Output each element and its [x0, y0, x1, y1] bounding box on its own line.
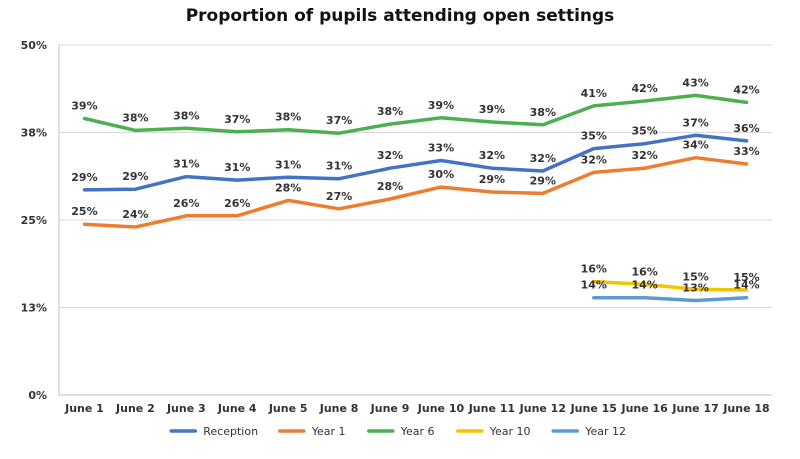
legend-label: Year 6 [400, 425, 435, 438]
legend-label: Year 1 [311, 425, 346, 438]
data-label: 16% [632, 265, 658, 278]
x-tick-label: June 8 [319, 402, 359, 415]
data-label: 39% [428, 99, 454, 112]
data-label: 31% [173, 158, 199, 171]
data-label: 42% [632, 82, 658, 95]
data-label: 37% [682, 116, 708, 129]
series-line-year-6 [82, 93, 749, 135]
data-label: 16% [581, 263, 607, 276]
x-tick-label: June 1 [64, 402, 104, 415]
y-tick-label: 25% [21, 214, 47, 227]
data-label: 33% [733, 145, 759, 158]
data-label: 32% [479, 149, 505, 162]
chart-title: Proportion of pupils attending open sett… [185, 6, 615, 26]
data-label: 28% [275, 181, 301, 194]
y-tick-label: 50% [21, 39, 47, 52]
series-line-year-1 [82, 155, 749, 229]
y-tick-label: 0% [28, 389, 47, 402]
data-label: 34% [682, 139, 708, 152]
data-label: 29% [71, 171, 97, 184]
legend-label: Reception [203, 425, 258, 438]
data-label: 35% [581, 130, 607, 143]
data-label: 39% [479, 103, 505, 116]
y-tick-label: 38% [21, 127, 47, 140]
data-label: 35% [632, 125, 658, 138]
data-label: 31% [224, 161, 250, 174]
x-tick-label: June 12 [519, 402, 566, 415]
data-label: 41% [581, 87, 607, 100]
data-label: 31% [326, 160, 352, 173]
data-label: 38% [377, 105, 403, 118]
data-label: 27% [326, 190, 352, 203]
data-label: 38% [275, 111, 301, 124]
data-label: 38% [122, 111, 148, 124]
series-line-reception [82, 133, 749, 192]
data-label: 38% [530, 106, 556, 119]
x-tick-label: June 18 [722, 402, 769, 415]
data-label: 26% [173, 197, 199, 210]
data-label: 30% [428, 168, 454, 181]
data-label: 28% [377, 180, 403, 193]
data-label: 25% [71, 205, 97, 218]
data-label: 15% [733, 271, 759, 284]
legend-label: Year 12 [584, 425, 626, 438]
data-label: 26% [224, 197, 250, 210]
x-tick-label: June 3 [166, 402, 206, 415]
data-label: 24% [122, 208, 148, 221]
x-tick-label: June 2 [115, 402, 155, 415]
data-label: 32% [530, 152, 556, 165]
y-tick-label: 13% [21, 302, 47, 315]
data-label: 42% [733, 83, 759, 96]
x-tick-label: June 4 [217, 402, 257, 415]
data-label: 31% [275, 158, 301, 171]
data-label: 29% [122, 170, 148, 183]
x-tick-label: June 11 [468, 402, 515, 415]
x-tick-label: June 10 [417, 402, 465, 415]
data-label: 43% [682, 76, 708, 89]
data-label: 38% [173, 109, 199, 122]
data-label: 33% [428, 142, 454, 155]
data-label: 14% [733, 279, 759, 292]
x-tick-label: June 5 [268, 402, 308, 415]
data-label: 14% [632, 279, 658, 292]
data-label: 32% [632, 149, 658, 162]
x-tick-label: June 9 [370, 402, 410, 415]
x-tick-label: June 16 [620, 402, 668, 415]
data-label: 39% [71, 100, 97, 113]
legend-label: Year 10 [489, 425, 531, 438]
x-tick-label: June 15 [570, 402, 617, 415]
data-label: 13% [682, 282, 708, 295]
data-label: 36% [733, 122, 759, 135]
data-label: 29% [530, 174, 556, 187]
data-label: 37% [326, 114, 352, 127]
series-line-year-10 [592, 279, 749, 292]
x-tick-label: June 17 [671, 402, 718, 415]
data-label: 32% [377, 149, 403, 162]
data-label: 29% [479, 173, 505, 186]
series-line-year-12 [592, 295, 749, 303]
data-label: 15% [682, 270, 708, 283]
data-label: 37% [224, 113, 250, 126]
data-label: 32% [581, 153, 607, 166]
data-label: 14% [581, 279, 607, 292]
